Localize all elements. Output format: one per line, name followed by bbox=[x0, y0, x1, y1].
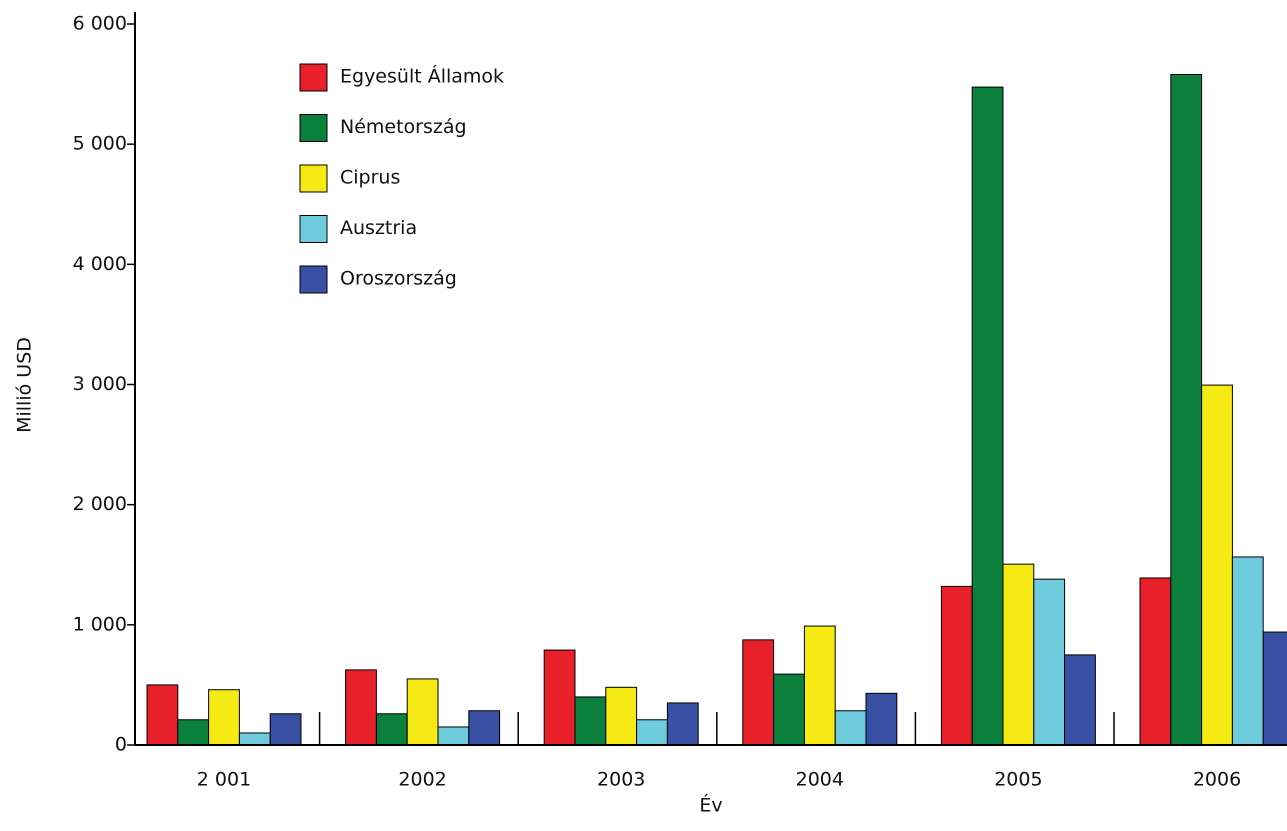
legend-swatch bbox=[299, 164, 328, 193]
legend-swatch bbox=[299, 265, 328, 294]
y-tick-label: 0 bbox=[115, 734, 127, 756]
y-tick-label: 1 000 bbox=[73, 613, 127, 635]
bar bbox=[742, 639, 775, 746]
bar bbox=[636, 719, 668, 746]
legend-label: Egyesült Államok bbox=[340, 65, 504, 88]
legend-label: Ciprus bbox=[340, 167, 400, 189]
legend-swatch bbox=[299, 114, 328, 142]
bar bbox=[865, 692, 898, 746]
bar bbox=[468, 710, 501, 746]
bar bbox=[574, 696, 607, 746]
x-tick-label: 2 001 bbox=[197, 769, 251, 791]
y-tick-label: 2 000 bbox=[73, 493, 127, 515]
bar bbox=[238, 732, 271, 746]
legend-swatch bbox=[299, 215, 328, 243]
x-tick-label: 2006 bbox=[1193, 769, 1241, 791]
bar bbox=[146, 684, 179, 746]
bar bbox=[971, 86, 1004, 746]
x-tick-label: 2002 bbox=[398, 769, 446, 791]
x-axis-label: Év bbox=[699, 794, 722, 817]
bar bbox=[940, 585, 973, 746]
bar bbox=[1170, 73, 1203, 746]
x-tick-label: 2003 bbox=[597, 769, 645, 791]
bar bbox=[1262, 631, 1287, 746]
y-tick-label: 4 000 bbox=[73, 253, 127, 275]
x-tick-label: 2004 bbox=[796, 769, 844, 791]
bar bbox=[437, 726, 470, 746]
y-tick-label: 5 000 bbox=[73, 133, 127, 155]
bar bbox=[1033, 578, 1066, 746]
x-tick-label: 2005 bbox=[994, 769, 1042, 791]
bar bbox=[345, 669, 377, 746]
bar bbox=[1002, 563, 1035, 746]
bar bbox=[269, 713, 302, 746]
legend-label: Ausztria bbox=[340, 217, 417, 239]
bar bbox=[1231, 556, 1264, 746]
bar bbox=[1139, 577, 1172, 746]
bar bbox=[803, 625, 836, 746]
bar bbox=[666, 702, 699, 746]
bar bbox=[177, 719, 210, 746]
bar bbox=[773, 673, 805, 746]
bar bbox=[543, 649, 576, 746]
bar bbox=[1064, 654, 1096, 746]
legend-label: Németország bbox=[340, 116, 467, 138]
bar bbox=[406, 678, 439, 746]
legend-swatch bbox=[299, 63, 328, 92]
y-tick-label: 6 000 bbox=[73, 13, 127, 35]
bar bbox=[834, 710, 867, 746]
y-tick-label: 3 000 bbox=[73, 373, 127, 395]
bar bbox=[605, 686, 638, 746]
bar bbox=[375, 713, 408, 746]
bar bbox=[1201, 384, 1233, 746]
bar bbox=[208, 689, 240, 746]
y-axis-label: Millió USD bbox=[14, 337, 36, 433]
legend-label: Oroszország bbox=[340, 268, 457, 290]
